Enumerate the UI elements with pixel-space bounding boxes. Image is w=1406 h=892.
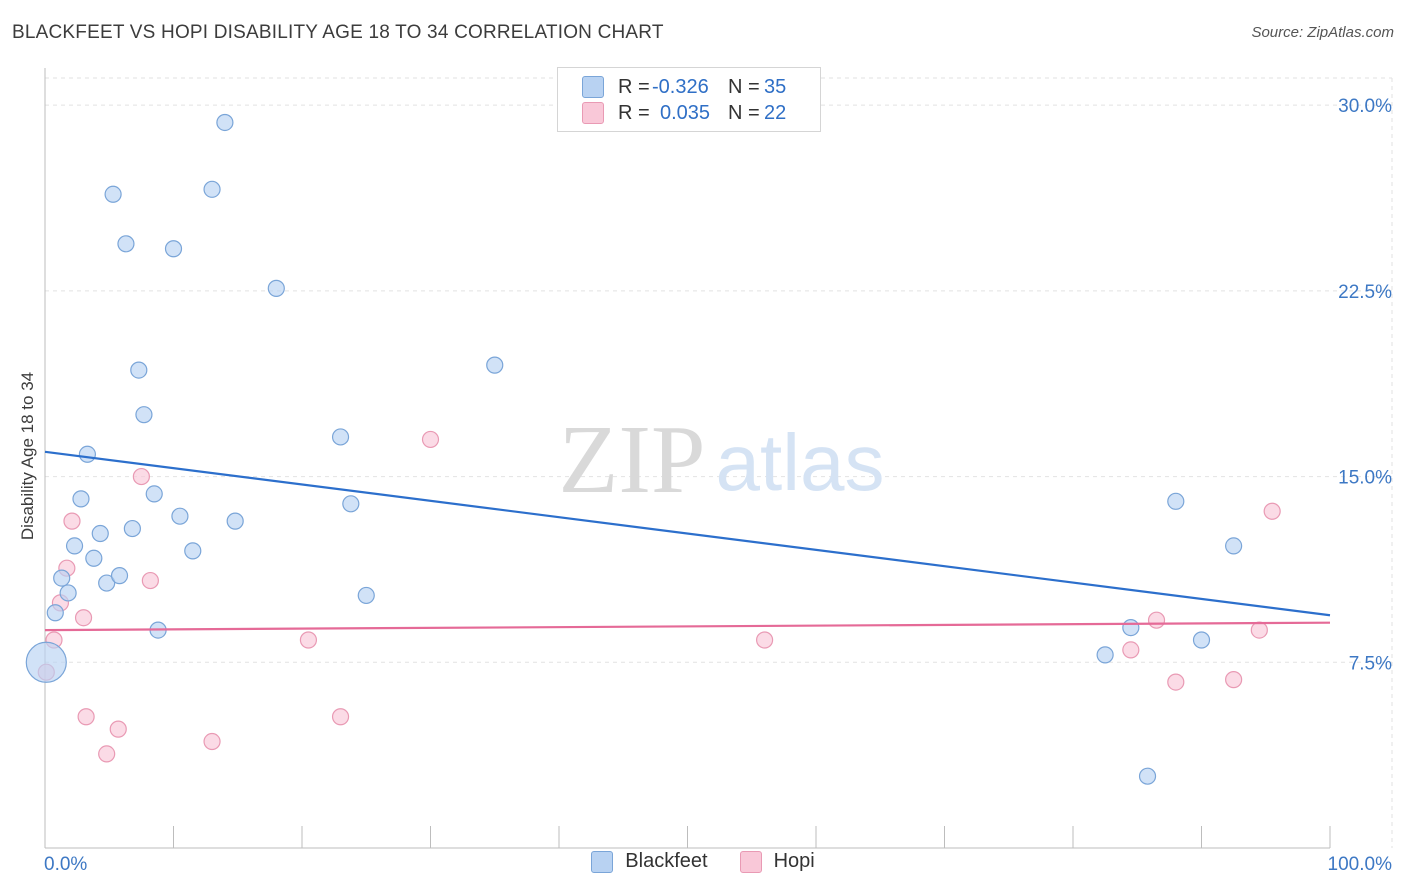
blackfeet-point xyxy=(1192,631,1211,649)
blackfeet-point xyxy=(25,641,67,683)
x-tick-label: 0.0% xyxy=(44,854,87,875)
hopi-point xyxy=(109,720,127,738)
watermark-atlas: atlas xyxy=(716,418,885,507)
blackfeet-point xyxy=(130,361,148,379)
hopi-point xyxy=(132,467,150,486)
blackfeet-point xyxy=(1167,492,1185,510)
hopi-point xyxy=(1147,611,1166,629)
watermark-zip: ZIP xyxy=(559,406,706,514)
y-tick-label: 22.5% xyxy=(1338,282,1392,303)
hopi-point xyxy=(141,571,159,590)
r-value: -0.326 xyxy=(652,75,709,98)
legend-item-hopi[interactable]: Hopi xyxy=(739,850,815,873)
blackfeet-point xyxy=(117,235,135,253)
blackfeet-point xyxy=(267,279,285,297)
hopi-point xyxy=(77,708,95,726)
trend-lines xyxy=(44,450,1331,632)
blackfeet-point xyxy=(91,524,109,543)
r-value: 0.035 xyxy=(660,101,711,124)
blackfeet-point xyxy=(226,512,244,530)
hopi-point xyxy=(63,512,81,530)
blackfeet-point xyxy=(59,584,77,602)
chart-title: BLACKFEET VS HOPI DISABILITY AGE 18 TO 3… xyxy=(12,22,664,43)
legend-label-blackfeet: Blackfeet xyxy=(625,850,708,872)
blackfeet-point xyxy=(46,604,64,622)
blackfeet-point xyxy=(110,567,129,585)
blackfeet-point xyxy=(65,537,84,555)
hopi-point xyxy=(299,631,318,649)
blackfeet-point xyxy=(78,445,97,463)
hopi-point xyxy=(203,732,221,751)
watermark: ZIP atlas xyxy=(559,406,885,514)
r-label: R = xyxy=(618,101,650,124)
blackfeet-trend-line xyxy=(44,450,1331,617)
source-label: Source: ZipAtlas.com xyxy=(1251,24,1394,41)
blackfeet-point xyxy=(331,428,350,446)
hopi-point xyxy=(98,745,116,763)
blackfeet-point xyxy=(104,185,122,203)
blackfeet-point xyxy=(123,519,141,538)
hopi-trend-line xyxy=(44,621,1331,632)
blackfeet-point xyxy=(1138,767,1157,785)
y-tick-label: 30.0% xyxy=(1338,96,1392,117)
n-label: N = xyxy=(728,75,760,98)
blackfeet-swatch xyxy=(591,850,614,873)
blackfeet-point xyxy=(216,113,234,132)
hopi-point xyxy=(1167,673,1185,691)
series-legend: Blackfeet Hopi xyxy=(0,850,1406,873)
blackfeet-point xyxy=(171,507,189,525)
blackfeet-point xyxy=(184,542,202,560)
legend-label-hopi: Hopi xyxy=(773,850,815,872)
legend-row-blackfeet: R = -0.326 N = 35 xyxy=(582,75,786,99)
hopi-point xyxy=(331,708,350,726)
hopi-point xyxy=(421,430,440,449)
blackfeet-point xyxy=(486,356,504,374)
y-tick-label: 7.5% xyxy=(1349,653,1392,674)
blackfeet-point xyxy=(1122,619,1140,637)
hopi-point xyxy=(1225,671,1243,689)
hopi-swatch xyxy=(582,102,604,124)
blackfeet-point xyxy=(53,569,71,587)
blackfeet-point xyxy=(98,574,116,592)
blackfeet-point xyxy=(164,240,183,258)
legend-row-hopi: R = 0.035 N = 22 xyxy=(582,101,786,125)
blackfeet-point xyxy=(135,406,153,424)
hopi-swatch xyxy=(739,850,762,873)
blackfeet-point xyxy=(342,495,360,513)
axes xyxy=(44,68,1331,849)
hopi-point xyxy=(74,609,93,627)
hopi-point xyxy=(1263,502,1281,520)
tick-labels: 7.5% 15.0% 22.5% 30.0% 0.0% 100.0% xyxy=(44,96,1392,875)
blackfeet-point xyxy=(1225,537,1243,555)
blackfeet-point xyxy=(357,586,375,605)
hopi-point xyxy=(1250,621,1268,639)
blackfeet-point xyxy=(145,485,163,503)
blackfeet-point xyxy=(1096,646,1114,664)
blackfeet-point xyxy=(72,490,90,508)
n-label: N = xyxy=(728,101,760,124)
blackfeet-point xyxy=(85,549,103,567)
y-tick-label: 15.0% xyxy=(1338,468,1392,489)
r-label: R = xyxy=(618,75,650,98)
blackfeet-swatch xyxy=(582,76,604,98)
n-value: 22 xyxy=(764,101,787,124)
correlation-legend: R = -0.326 N = 35 R = 0.035 N = 22 xyxy=(557,67,821,132)
n-value: 35 xyxy=(764,75,787,98)
hopi-point xyxy=(1122,641,1140,659)
hopi-point xyxy=(755,631,774,649)
blackfeet-point xyxy=(203,180,221,198)
x-tick-label: 100.0% xyxy=(1328,854,1393,875)
legend-item-blackfeet[interactable]: Blackfeet xyxy=(591,850,708,873)
